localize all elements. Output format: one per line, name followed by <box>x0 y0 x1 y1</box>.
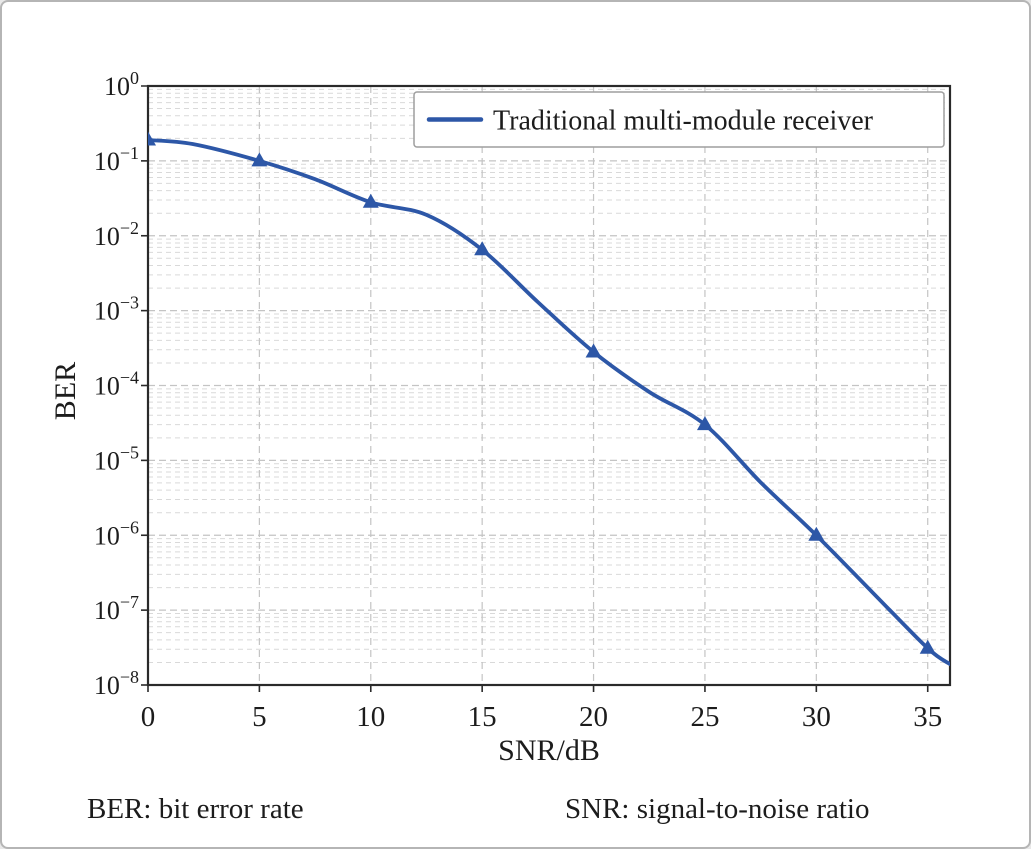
x-tick-labels: 0 5 10 15 20 25 30 35 <box>141 701 942 733</box>
x-tick-label: 5 <box>252 701 267 733</box>
data-marker <box>696 416 713 431</box>
series-line <box>148 138 950 666</box>
data-marker <box>474 241 491 256</box>
data-marker <box>362 193 379 208</box>
legend: Traditional multi-module receiver <box>413 91 945 148</box>
data-marker <box>919 639 936 654</box>
x-tick-label: 35 <box>913 701 942 733</box>
y-tick-label: 10−4 <box>94 368 139 401</box>
y-tick-label: 100 <box>104 68 139 101</box>
footnote-ber: BER: bit error rate <box>87 793 304 825</box>
footnote-snr: SNR: signal-to-noise ratio <box>565 793 869 825</box>
y-tick-label: 10−8 <box>94 667 139 700</box>
x-tick-label: 30 <box>802 701 831 733</box>
y-tick-labels: 100 10−1 10−2 10−3 10−4 10−5 10−6 10−7 10−8 <box>94 68 139 700</box>
y-tick-label: 10−1 <box>94 143 139 176</box>
y-tick-label: 10−5 <box>94 442 139 475</box>
series-group <box>148 131 950 666</box>
data-marker <box>808 526 825 541</box>
data-marker <box>251 152 268 167</box>
x-tick-label: 15 <box>468 701 497 733</box>
axis-ticks <box>141 85 929 692</box>
x-tick-label: 20 <box>579 701 608 733</box>
x-tick-label: 10 <box>356 701 385 733</box>
data-marker <box>148 131 156 146</box>
y-tick-label: 10−3 <box>94 293 139 326</box>
x-tick-label: 0 <box>141 701 156 733</box>
minor-gridlines <box>148 88 950 663</box>
y-tick-label: 10−2 <box>94 218 139 251</box>
data-marker <box>585 343 602 358</box>
legend-frame <box>413 91 945 148</box>
y-axis-label: BER <box>49 362 82 420</box>
x-axis-label: SNR/dB <box>498 734 600 767</box>
major-gridlines <box>148 86 950 685</box>
y-tick-label: 10−6 <box>94 517 139 550</box>
legend-label: Traditional multi-module receiver <box>493 106 874 137</box>
y-tick-label: 10−7 <box>94 592 139 625</box>
x-tick-label: 25 <box>690 701 719 733</box>
